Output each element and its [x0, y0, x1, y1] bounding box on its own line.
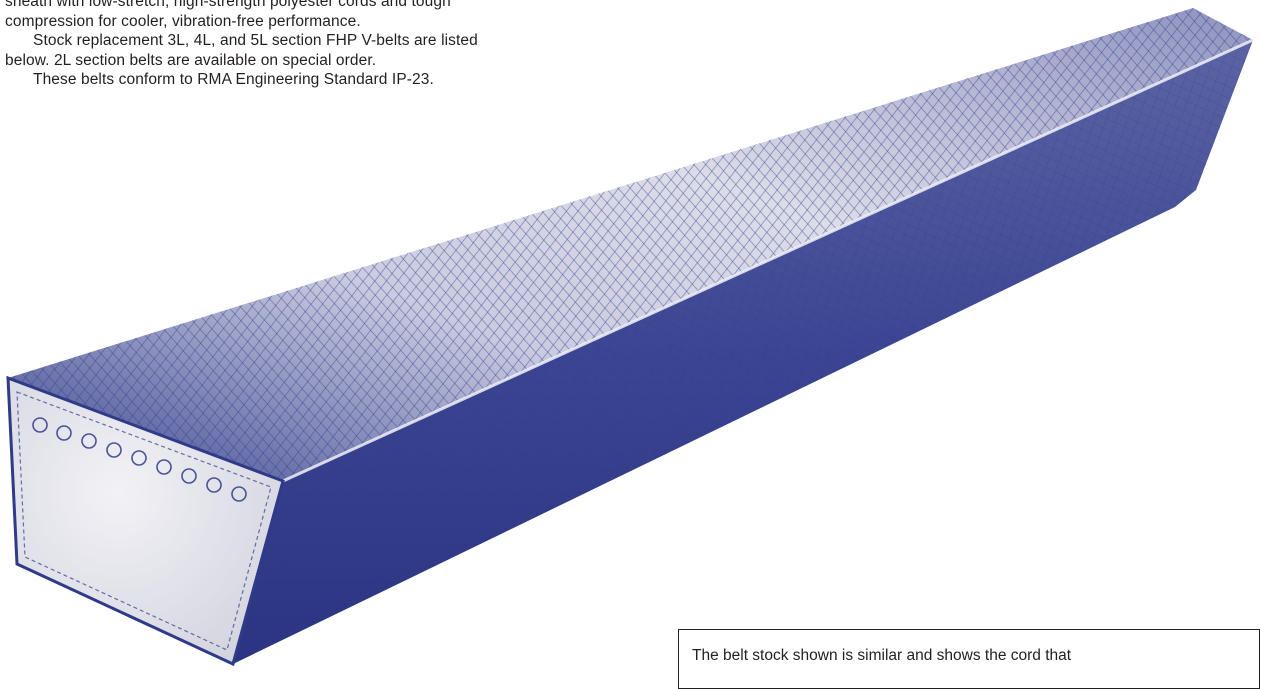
- belt-end-face: [6, 375, 285, 667]
- intro-line: Stock replacement 3L, 4L, and 5L section…: [33, 32, 478, 50]
- intro-line: These belts conform to RMA Engineering S…: [33, 71, 434, 89]
- note-box: The belt stock shown is similar and show…: [678, 629, 1260, 689]
- intro-line: sheath with low-stretch, high-strength p…: [5, 0, 451, 10]
- belt-top-surface: [8, 8, 1253, 481]
- intro-text: sheath with low-stretch, high-strength p…: [5, 0, 605, 90]
- note-text: The belt stock shown is similar and show…: [692, 647, 1072, 664]
- intro-line: below. 2L section belts are available on…: [5, 51, 377, 69]
- cord-circles: [32, 417, 247, 502]
- belt-side-surface: [233, 38, 1254, 664]
- v-belt-illustration: [6, 8, 1254, 667]
- intro-line: compression for cooler, vibration-free p…: [5, 12, 361, 30]
